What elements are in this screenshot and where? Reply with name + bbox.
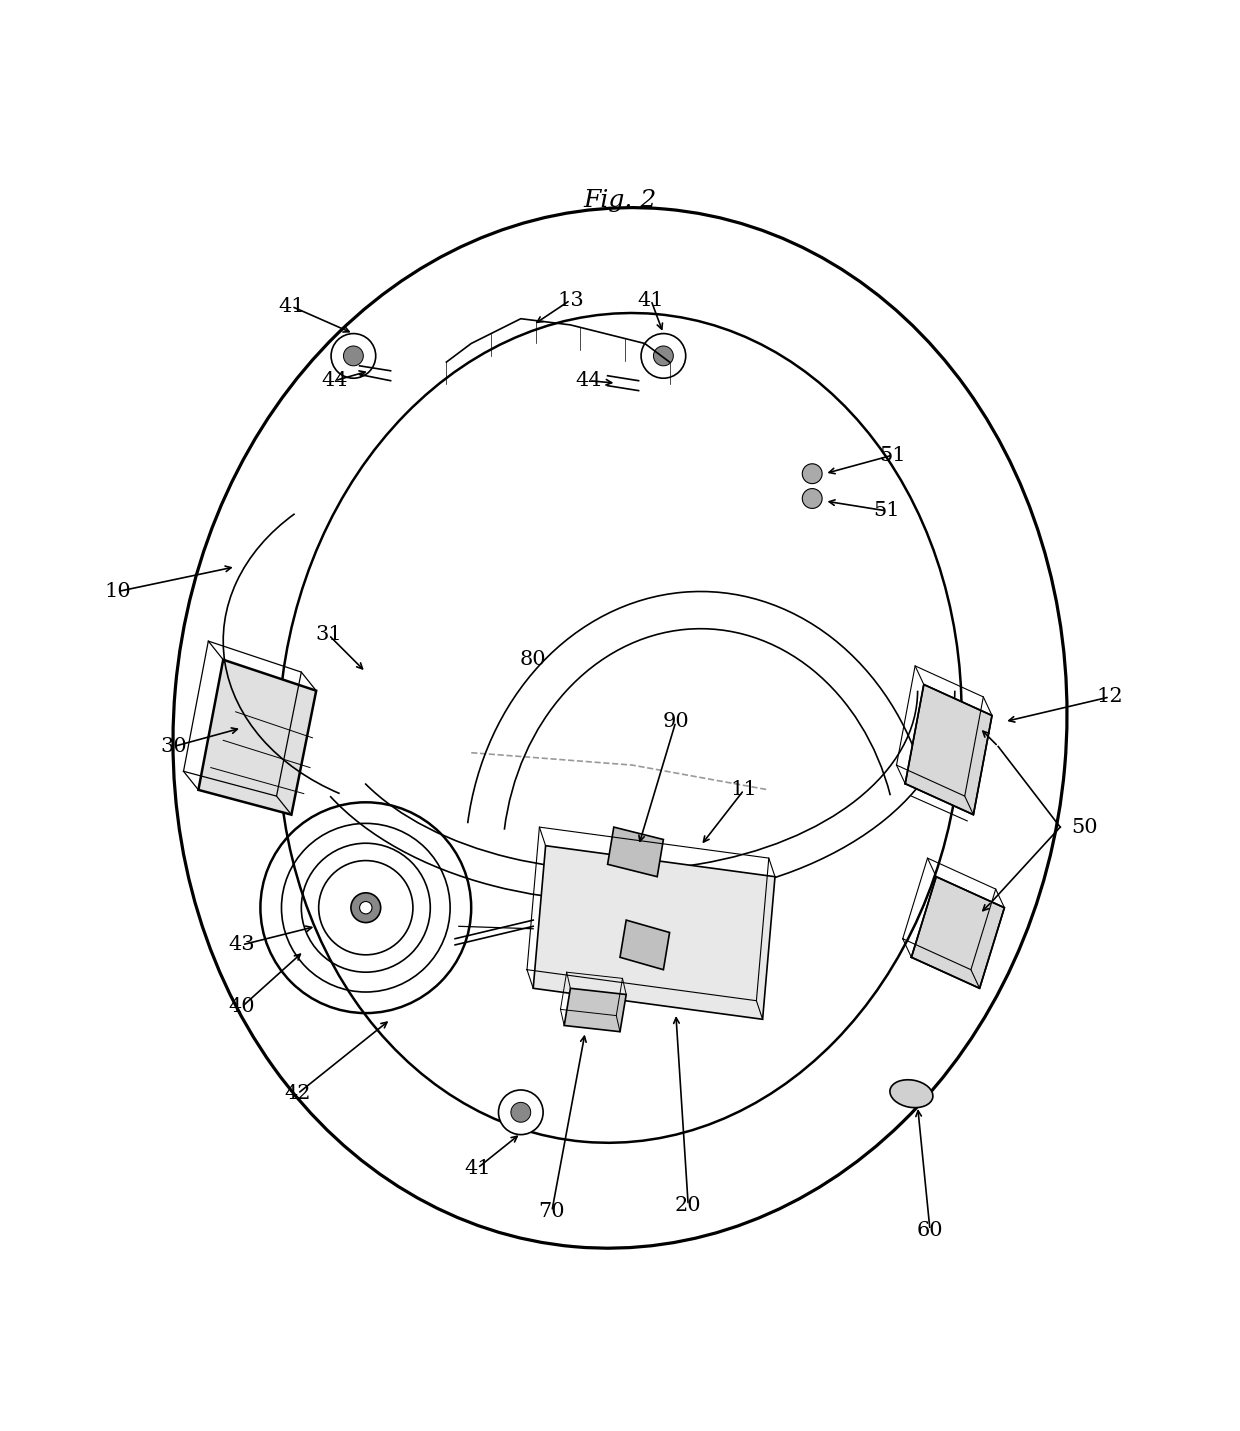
Polygon shape [911,877,1004,989]
Circle shape [498,1090,543,1135]
Text: 11: 11 [730,780,758,800]
Text: 41: 41 [637,290,665,309]
Text: 51: 51 [879,445,906,465]
Text: 44: 44 [321,371,348,391]
Text: Fig. 2: Fig. 2 [583,189,657,212]
Circle shape [360,902,372,914]
Text: 80: 80 [520,650,547,670]
Text: 43: 43 [228,936,255,954]
Circle shape [641,333,686,378]
Circle shape [343,346,363,366]
Text: 41: 41 [278,296,305,316]
Circle shape [351,893,381,923]
Text: 10: 10 [104,582,131,601]
Text: 90: 90 [662,713,689,731]
Polygon shape [533,846,775,1019]
Text: 44: 44 [575,371,603,391]
Circle shape [653,346,673,366]
Text: 41: 41 [464,1159,491,1178]
Text: 70: 70 [538,1202,565,1221]
Text: 50: 50 [1071,817,1099,837]
Text: 51: 51 [873,501,900,521]
Circle shape [331,333,376,378]
Circle shape [802,488,822,508]
Polygon shape [905,684,992,814]
Text: 30: 30 [160,737,187,756]
Polygon shape [564,989,626,1032]
Text: 40: 40 [228,997,255,1016]
Polygon shape [198,660,316,814]
Text: 42: 42 [284,1085,311,1103]
Text: 12: 12 [1096,687,1123,707]
Text: 13: 13 [557,290,584,309]
Polygon shape [620,920,670,970]
Text: 20: 20 [675,1196,702,1215]
Text: 31: 31 [315,625,342,644]
Circle shape [511,1102,531,1122]
Text: 60: 60 [916,1221,944,1239]
Polygon shape [608,827,663,877]
Ellipse shape [890,1080,932,1108]
Circle shape [802,464,822,484]
